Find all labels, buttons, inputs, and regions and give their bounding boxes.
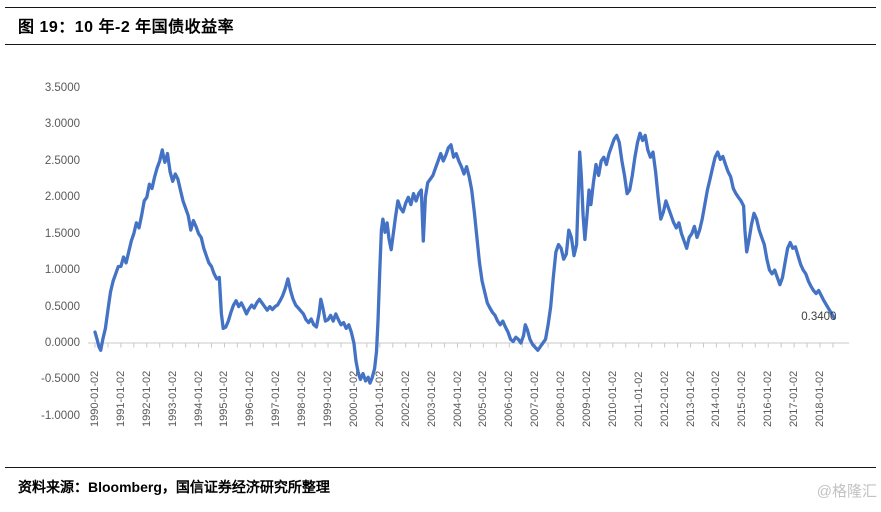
x-axis-label: 2016-01-02 [762, 370, 775, 427]
y-axis-label: 1.5000 [44, 227, 80, 240]
x-axis-label: 2000-01-02 [347, 370, 360, 427]
top-rule [5, 7, 876, 8]
y-axis-label: 0.5000 [44, 300, 80, 313]
x-axis-label: 1996-01-02 [244, 370, 257, 427]
x-axis-label: 2009-01-02 [580, 370, 593, 427]
figure-title: 图 19：10 年-2 年国债收益率 [18, 19, 235, 36]
y-axis-label: 0.0000 [44, 337, 80, 349]
y-axis-label: 3.5000 [44, 82, 80, 94]
x-axis-label: 1997-01-02 [270, 370, 283, 427]
x-axis-label: 1999-01-02 [322, 370, 335, 427]
x-axis-label: 2006-01-02 [503, 370, 516, 427]
x-axis-label: 2008-01-02 [555, 370, 568, 427]
x-axis-label: 1998-01-02 [296, 370, 309, 427]
x-axis-label: 2014-01-02 [710, 370, 723, 427]
title-underline-rule [5, 44, 876, 45]
last-value-label: 0.3400 [801, 311, 837, 324]
y-axis-label: 3.0000 [44, 118, 80, 131]
x-axis-label: 2015-01-02 [736, 370, 749, 427]
x-axis-label: 1993-01-02 [166, 370, 179, 427]
x-axis-label: 2011-01-02 [632, 371, 645, 427]
x-axis-label: 1990-01-02 [89, 370, 101, 427]
x-axis-label: 2004-01-02 [451, 370, 464, 427]
x-axis-label: 2005-01-02 [477, 370, 490, 427]
x-axis-label: 2017-01-02 [788, 370, 801, 427]
x-axis-label: 2013-01-02 [684, 370, 697, 427]
x-axis-label: 2012-01-02 [658, 370, 671, 427]
chart-plot-area: 0.3400 3.5000 3.0000 2.5000 2.0000 1.5000 1.0… [0, 52, 881, 462]
source-text: 资料来源：Bloomberg，国信证券经济研究所整理 [18, 479, 330, 495]
x-axis-label: 2003-01-02 [425, 370, 438, 427]
x-axis-label: 2018-01-02 [814, 370, 826, 427]
watermark-text: @格隆汇 [816, 483, 877, 500]
y-axis-label: 2.5000 [44, 154, 80, 167]
x-axis-label: 2010-01-02 [606, 370, 619, 427]
x-axis-label: 2002-01-02 [399, 370, 412, 427]
x-axis-label: 1991-01-02 [114, 370, 127, 427]
y-axis-label: -0.5000 [40, 373, 80, 386]
series-line [93, 131, 836, 385]
footer-rule [5, 467, 876, 468]
x-axis-label: 1995-01-02 [218, 370, 231, 427]
x-axis-label: 2001-01-02 [373, 370, 386, 427]
y-axis-label: 2.0000 [44, 191, 80, 204]
y-axis-label: 1.0000 [44, 264, 80, 277]
x-axis-label: 2007-01-02 [529, 370, 542, 427]
x-axis-label: 1992-01-02 [140, 370, 153, 427]
line-chart-svg [88, 131, 849, 385]
x-axis-label: 1994-01-02 [192, 370, 205, 427]
y-axis-label: -1.0000 [40, 409, 80, 422]
